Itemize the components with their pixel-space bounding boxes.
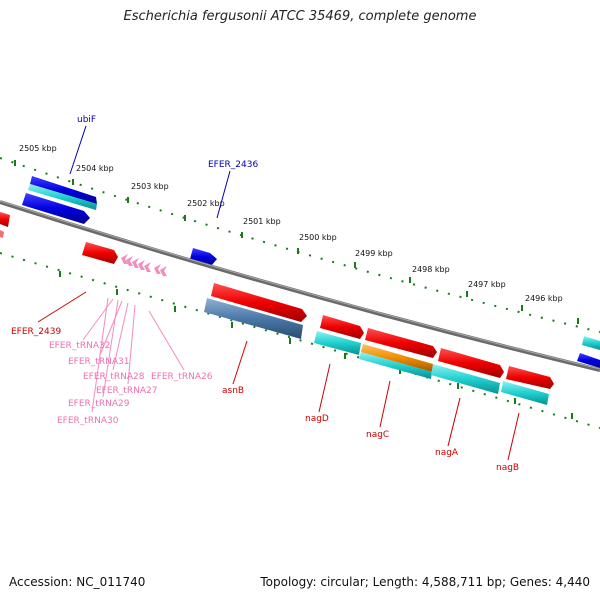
genome-backbone-highlight [0, 200, 600, 370]
tick-label: 2500 kbp [299, 233, 337, 242]
label-leaders [37, 125, 520, 461]
label-ubiF: ubiF [77, 115, 96, 125]
gc-track-ubiF [28, 184, 97, 210]
label-trna30: EFER_tRNA30 [57, 416, 119, 426]
tick-label: 2496 kbp [525, 294, 563, 303]
label-trna29: EFER_tRNA29 [68, 399, 130, 409]
inner-major-ticks [59, 271, 573, 419]
gc-nagC-2 [359, 352, 432, 379]
trna-26[interactable] [160, 266, 167, 276]
genome-backbone [0, 200, 600, 372]
trna-28[interactable] [144, 262, 151, 272]
gene-right-forward[interactable] [577, 353, 600, 368]
reverse-cds-group [82, 242, 554, 405]
tick-label: 2497 kbp [468, 280, 506, 289]
label-trna27: EFER_tRNA27 [96, 386, 157, 396]
topology-text: Topology: circular; Length: 4,588,711 bp… [260, 575, 590, 589]
gene-left-edge-reverse[interactable] [0, 212, 10, 227]
label-nagD: nagD [305, 414, 329, 424]
label-efer2439: EFER_2439 [11, 327, 61, 337]
tick-label: 2498 kbp [412, 265, 450, 274]
tick-label: 2505 kbp [19, 144, 57, 153]
gc-nagB [501, 381, 549, 405]
outer-major-ticks [14, 160, 579, 324]
label-asnB: asnB [222, 386, 244, 396]
gc-asnB [204, 298, 303, 339]
trna-30[interactable] [121, 254, 128, 264]
label-trna26: EFER_tRNA26 [151, 372, 213, 382]
label-nagA: nagA [435, 448, 459, 458]
gene-efer2439[interactable] [82, 242, 118, 264]
tick-label: 2503 kbp [131, 182, 169, 191]
gene-left-edge-pink [0, 230, 4, 238]
gene-ubiF-track1[interactable] [30, 176, 97, 204]
gc-nagC [361, 344, 433, 372]
trna-27[interactable] [154, 264, 161, 274]
accession-text: Accession: NC_011740 [9, 575, 146, 589]
map-title: Escherichia fergusonii ATCC 35469, compl… [123, 9, 477, 24]
label-efer2436: EFER_2436 [208, 160, 258, 170]
trna-cluster [121, 254, 167, 276]
label-trna28: EFER_tRNA28 [83, 372, 145, 382]
tick-label: 2502 kbp [187, 199, 225, 208]
gc-nagD [314, 331, 361, 355]
inner-tick-ring [0, 252, 600, 429]
trna-31[interactable] [132, 258, 139, 268]
gene-asnB[interactable] [211, 283, 307, 322]
label-nagB: nagB [496, 463, 519, 473]
gene-nagB[interactable] [506, 366, 554, 389]
gc-nagA [431, 364, 500, 394]
gc-right [582, 336, 600, 350]
tick-label: 2504 kbp [76, 164, 114, 173]
label-trna31: EFER_tRNA31 [68, 357, 129, 367]
trna-32[interactable] [126, 256, 133, 266]
tick-label: 2499 kbp [355, 249, 393, 258]
gene-ubiF[interactable] [22, 193, 90, 224]
trna-29[interactable] [138, 260, 145, 270]
gene-nagA[interactable] [438, 348, 504, 378]
tick-label: 2501 kbp [243, 217, 281, 226]
gene-nagC[interactable] [365, 328, 437, 358]
label-nagC: nagC [366, 430, 389, 440]
gene-efer2436[interactable] [190, 248, 217, 266]
forward-cds-group [22, 176, 600, 368]
gene-nagD[interactable] [320, 315, 364, 339]
label-trna32: EFER_tRNA32 [49, 341, 110, 351]
